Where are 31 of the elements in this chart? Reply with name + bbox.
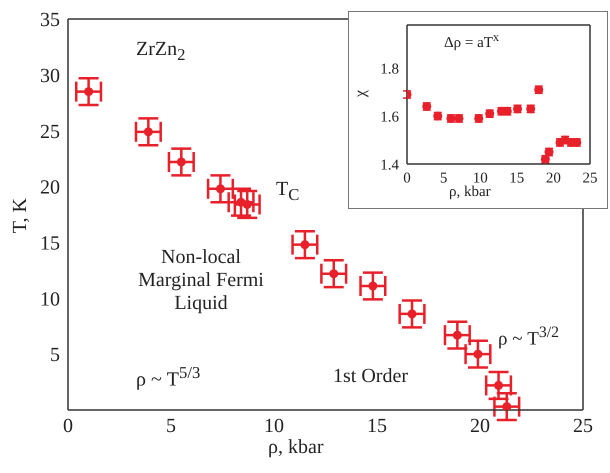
y-tick-label: 25 [40,120,60,143]
x-tick-label: 0 [403,170,411,187]
annotation: Δρ = aT$^{x}$ [444,30,500,52]
x-tick-label: 10 [264,415,284,438]
x-axis-title: ρ, kbar [449,184,491,201]
y-tick-label: 15 [40,232,60,255]
x-tick-label: 20 [470,415,490,438]
x-tick-label: 25 [582,170,598,187]
x-tick-label: 0 [63,415,73,438]
annotation: Non-local Marginal Fermi Liquid [137,246,265,315]
x-tick-label: 10 [472,170,488,187]
y-axis-title: χ [351,90,370,98]
y-tick-label: 30 [40,64,60,87]
annotation: ZrZn$_{2}$ [136,38,186,64]
x-tick-label: 5 [166,415,176,438]
x-axis-title: ρ, kbar [268,436,324,459]
y-tick-label: 10 [40,288,60,310]
annotation: ρ ~ T$^{5/3}$ [136,363,200,392]
y-tick-label: 1.4 [380,157,400,174]
y-tick-label: 35 [40,9,60,32]
x-tick-label: 5 [440,170,448,187]
x-tick-label: 25 [573,415,593,438]
y-tick-label: 1.8 [380,61,399,78]
x-tick-label: 20 [546,170,561,187]
x-tick-label: 15 [509,170,524,187]
y-tick-label: 5 [50,344,60,366]
y-tick-label: 1.6 [380,109,400,126]
y-axis-title: T, K [8,198,32,234]
annotation: ρ ~ T$^{3/2}$ [498,324,560,350]
annotation: 1st Order [333,365,408,388]
annotation: T$_{C}$ [276,178,300,204]
